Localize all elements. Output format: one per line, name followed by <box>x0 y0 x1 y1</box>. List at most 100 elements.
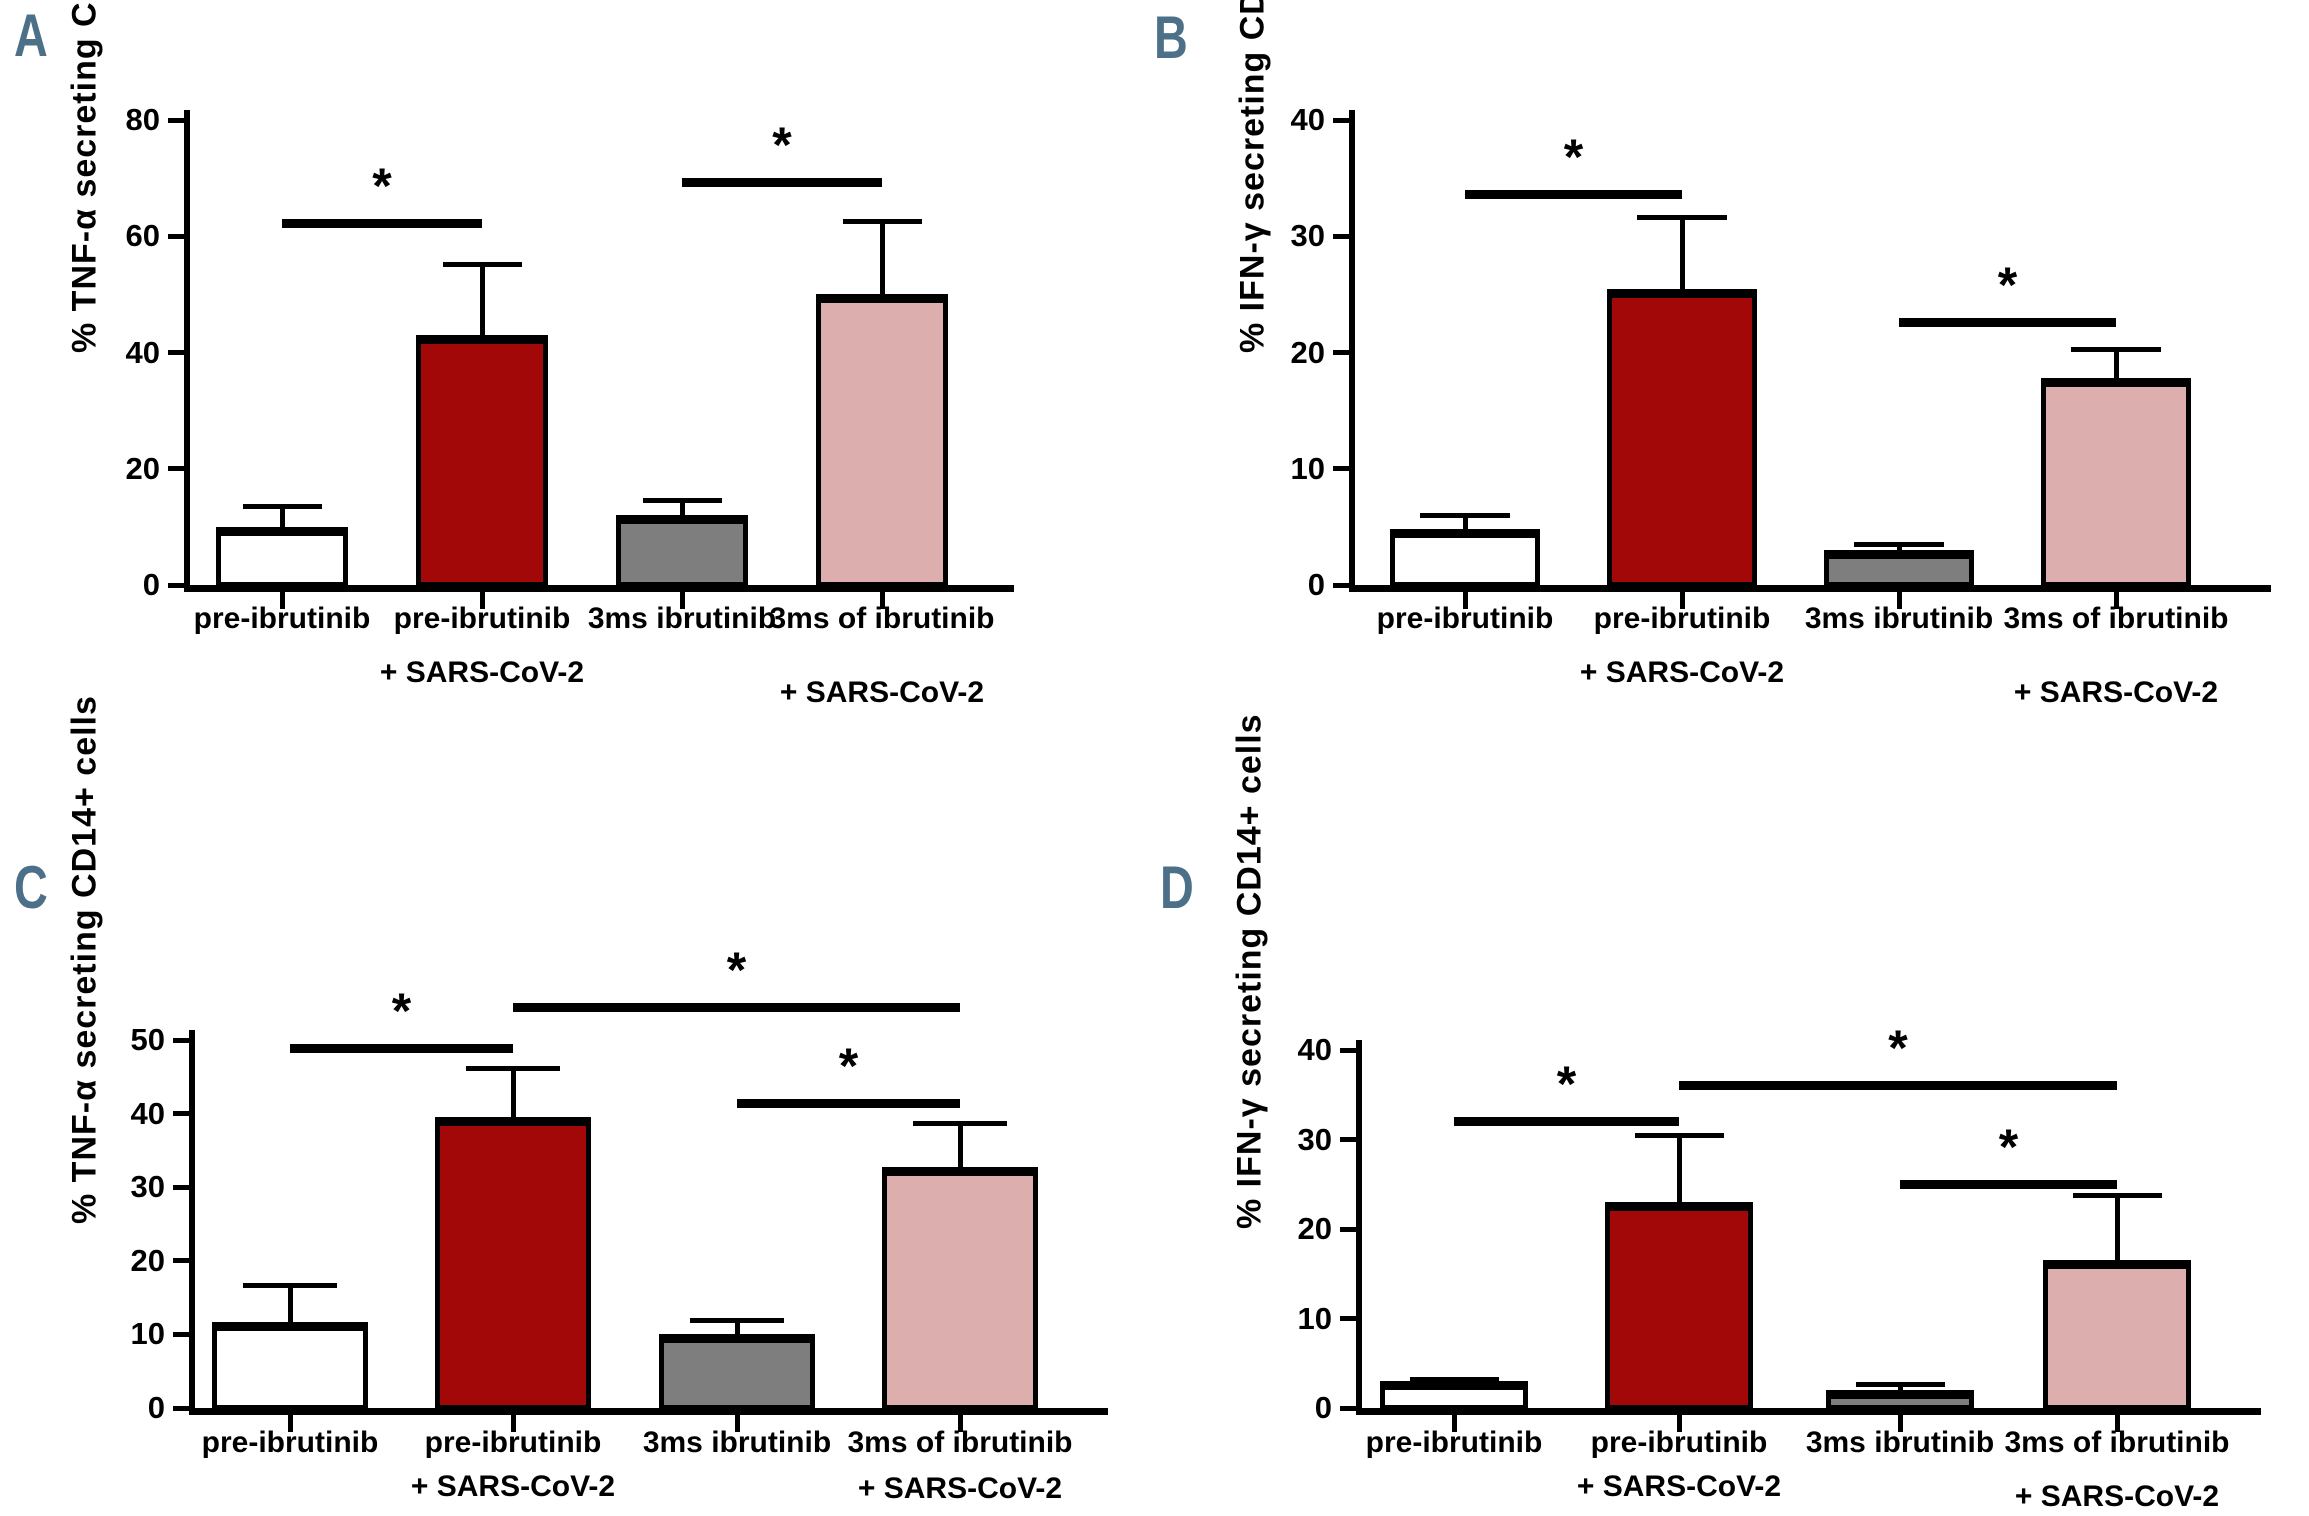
bar <box>2041 378 2191 587</box>
y-tick-label: 10 <box>130 1316 165 1352</box>
y-tick <box>1333 117 1349 123</box>
panel-B: B % IFN-γ secreting CD3+ cells 0 10 20 30 40… <box>1150 0 2305 758</box>
y-tick <box>173 1184 189 1190</box>
y-tick-label: 40 <box>125 334 160 370</box>
x-tick-label: pre-ibrutinib <box>1365 1426 1543 1459</box>
bar <box>1824 550 1974 587</box>
x-tick-label: 3ms of ibrutinib <box>847 1426 1073 1459</box>
panel-label: A <box>14 2 48 69</box>
y-tick-label: 60 <box>125 218 160 254</box>
error-bar-cap <box>2071 346 2161 352</box>
sig-asterisk: * <box>726 942 747 999</box>
x-tick <box>957 1415 963 1432</box>
y-tick <box>173 1405 189 1411</box>
panel-label: B <box>1154 4 1188 71</box>
error-bar-cap <box>466 1065 560 1071</box>
x-tick-label: + SARS-CoV-2 <box>2013 676 2219 709</box>
x-tick <box>287 1415 293 1432</box>
x-tick <box>879 592 885 609</box>
y-axis-line <box>1356 1040 1362 1414</box>
sig-asterisk: * <box>772 117 792 174</box>
x-tick-label: + SARS-CoV-2 <box>779 676 985 709</box>
bar <box>1605 1202 1753 1410</box>
sig-asterisk: * <box>1556 1056 1577 1113</box>
sig-asterisk: * <box>838 1037 859 1094</box>
x-tick-label: + SARS-CoV-2 <box>2014 1480 2220 1513</box>
y-tick-label: 20 <box>130 1242 165 1278</box>
y-tick <box>168 466 184 472</box>
y-tick-label: 80 <box>125 102 160 137</box>
y-tick-label: 30 <box>130 1169 165 1205</box>
x-tick-label: 3ms of ibrutinib <box>2003 602 2229 635</box>
y-tick-label: 20 <box>1290 334 1325 370</box>
bar <box>616 515 748 587</box>
sig-line <box>1899 317 2116 327</box>
y-tick-label: 50 <box>130 1022 165 1057</box>
error-bar-cap <box>243 1282 337 1288</box>
bar <box>212 1321 368 1410</box>
x-tick <box>2114 1415 2120 1432</box>
error-bar-line <box>879 220 885 303</box>
bar <box>435 1117 591 1410</box>
x-tick-label: 3ms of ibrutinib <box>769 602 995 635</box>
y-tick <box>168 233 184 239</box>
bar <box>216 526 348 587</box>
error-bar-line <box>510 1067 516 1126</box>
x-tick <box>479 592 485 609</box>
x-tick-label: + SARS-CoV-2 <box>410 1470 616 1503</box>
y-tick <box>173 1037 189 1043</box>
error-bar-line <box>279 505 285 535</box>
sig-asterisk: * <box>1997 256 2018 313</box>
x-tick <box>279 592 285 609</box>
y-tick <box>1333 350 1349 355</box>
error-bar-cap <box>1420 512 1510 518</box>
y-tick <box>173 1331 189 1337</box>
y-tick-label: 0 <box>1307 567 1325 602</box>
y-tick <box>168 117 184 123</box>
error-bar-cap <box>690 1318 784 1324</box>
x-axis-line <box>1356 1408 2261 1415</box>
x-tick <box>2113 592 2119 609</box>
bar <box>1826 1390 1974 1410</box>
sig-asterisk: * <box>391 982 412 1039</box>
error-bar-line <box>479 264 485 344</box>
error-bar-line <box>679 499 685 524</box>
y-tick <box>1340 1316 1356 1321</box>
x-tick <box>1679 592 1685 609</box>
y-tick-label: 40 <box>1297 1032 1332 1067</box>
x-tick-label: pre-ibrutinib <box>1593 602 1771 635</box>
x-axis-line <box>184 585 1014 592</box>
y-tick-label: 30 <box>1290 218 1325 254</box>
error-bar-line <box>957 1122 963 1175</box>
sig-line <box>513 1003 960 1013</box>
y-tick-label: 40 <box>1290 102 1325 137</box>
sig-line <box>1465 189 1682 199</box>
bar <box>1607 288 1757 587</box>
bar <box>416 335 548 587</box>
y-tick-label: 0 <box>147 1390 165 1425</box>
x-tick <box>734 1415 740 1432</box>
x-tick-label: + SARS-CoV-2 <box>1576 1470 1782 1503</box>
error-bar-cap <box>1854 541 1944 547</box>
sig-line <box>682 178 882 188</box>
error-bar-line <box>2113 348 2119 387</box>
x-tick-label: 3ms ibrutinib <box>1805 1426 1995 1459</box>
error-bar-cap <box>842 218 922 224</box>
x-tick-label: pre-ibrutinib <box>1590 1426 1768 1459</box>
x-tick-label: pre-ibrutinib <box>193 602 371 635</box>
y-tick <box>1333 466 1349 472</box>
error-bar-line <box>1679 217 1685 297</box>
error-bar-cap <box>642 497 722 503</box>
y-tick <box>1333 233 1349 239</box>
x-tick <box>1451 1415 1457 1432</box>
y-tick <box>1340 1137 1356 1142</box>
bar <box>2043 1260 2191 1410</box>
y-axis-line <box>184 110 190 591</box>
error-bar-cap <box>442 262 522 268</box>
bar <box>816 294 948 587</box>
panel-label: D <box>1160 854 1194 921</box>
sig-line <box>282 218 482 228</box>
bar <box>882 1166 1038 1410</box>
y-tick <box>168 582 184 588</box>
